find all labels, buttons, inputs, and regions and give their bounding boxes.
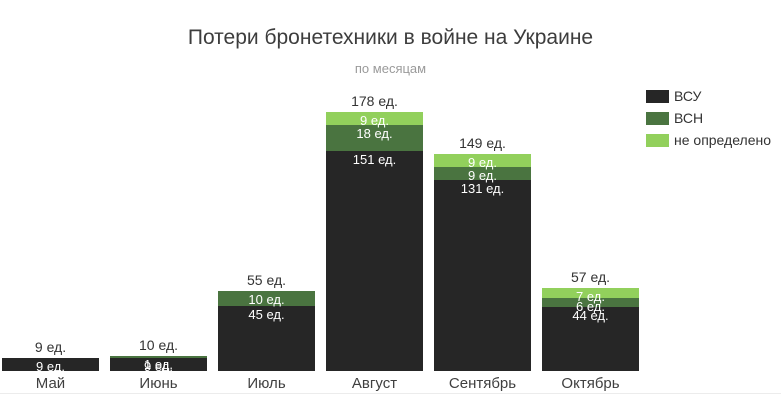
bar-segment-ВСУ: 44 ед.: [542, 306, 639, 371]
legend-swatch: [646, 133, 669, 147]
bar-segment-не определено: 9 ед.: [434, 154, 531, 171]
legend-label: ВСН: [674, 110, 704, 126]
segment-value-label: 45 ед.: [248, 306, 285, 322]
total-value-label: 178 ед.: [351, 93, 398, 109]
bar-group-5: 131 ед. 9 ед. 9 ед. 149 ед. Сентябрь: [434, 0, 531, 392]
legend-label: не определено: [674, 132, 772, 148]
total-value-label: 9 ед.: [34, 338, 67, 355]
bar-segment-ВСН: 10 ед.: [218, 290, 315, 307]
bar-segment-ВСН: 1 ед.: [110, 356, 207, 372]
bar-segment-ВСУ: 9 ед.: [2, 357, 99, 374]
legend-swatch: [646, 111, 669, 125]
x-axis-label-6: Октябрь: [561, 375, 620, 392]
chart-title: Потери бронетехники в войне на Украине: [187, 26, 594, 49]
x-axis-label-2: Июнь: [139, 375, 178, 392]
segment-value-label: 10 ед.: [248, 291, 285, 307]
bottom-border: [0, 393, 781, 394]
bar-segment-ВСН: 6 ед.: [542, 298, 639, 314]
bar-segment-ВСУ: 151 ед.: [326, 151, 423, 371]
segment-value-label: 9 ед.: [144, 358, 173, 374]
bar-segment-ВСУ: 9 ед.: [110, 357, 207, 374]
segment-value-label: 7 ед.: [576, 289, 605, 305]
chart-subtitle: по месяцам: [354, 61, 427, 76]
total-value-label: 57 ед.: [571, 269, 610, 286]
bar-segment-ВСН: 9 ед.: [434, 167, 531, 184]
legend-item: ВСУ: [646, 88, 771, 104]
total-value-label: 55 ед.: [247, 271, 286, 288]
total-value-label: 10 ед.: [139, 337, 178, 354]
segment-value-label: 131 ед.: [460, 181, 505, 197]
bar-group-3: 45 ед. 10 ед. 55 ед. Июль: [218, 0, 315, 392]
bar-group-1: 9 ед. 9 ед. Май: [2, 0, 99, 392]
bar-segment-не определено: 7 ед.: [542, 288, 639, 304]
segment-value-label: 9 ед.: [360, 113, 389, 129]
bar-group-6: 44 ед. 6 ед. 7 ед. 57 ед. Октябрь: [542, 0, 639, 392]
total-value-label: 149 ед.: [459, 135, 506, 152]
segment-value-label: 18 ед.: [356, 126, 393, 142]
legend-label: ВСУ: [674, 88, 702, 104]
bar-group-4: 151 ед. 18 ед. 9 ед. 178 ед. Август: [326, 0, 423, 392]
segment-value-label: 9 ед.: [468, 155, 497, 171]
segment-value-label: 9 ед.: [36, 358, 65, 374]
x-axis-label-4: Август: [351, 375, 398, 392]
legend-swatch: [646, 89, 669, 103]
legend: ВСУ ВСН не определено: [646, 88, 772, 155]
segment-value-label: 9 ед.: [468, 168, 497, 184]
bar-segment-ВСУ: 45 ед.: [218, 305, 315, 371]
segment-value-label: 151 ед.: [352, 152, 397, 168]
bar-group-2: 9 ед. 1 ед. 10 ед. Июнь: [110, 0, 207, 392]
x-axis-label-1: Май: [35, 375, 66, 392]
x-axis-label-5: Сентябрь: [448, 375, 517, 392]
plot-area: 9 ед. 9 ед. Май 9 ед. 1 ед. 10 ед. Июнь 45 ед. 1…: [2, 0, 639, 392]
bar-segment-ВСН: 18 ед.: [326, 125, 423, 152]
legend-item: ВСН: [646, 110, 771, 126]
segment-value-label: 1 ед.: [144, 357, 173, 373]
legend-item: не определено: [646, 132, 772, 148]
segment-value-label: 44 ед.: [572, 307, 609, 323]
bar-segment-ВСУ: 131 ед.: [434, 180, 531, 371]
bar-segment-не определено: 9 ед.: [326, 112, 423, 129]
segment-value-label: 6 ед.: [576, 299, 605, 315]
x-axis-label-3: Июль: [247, 375, 286, 392]
